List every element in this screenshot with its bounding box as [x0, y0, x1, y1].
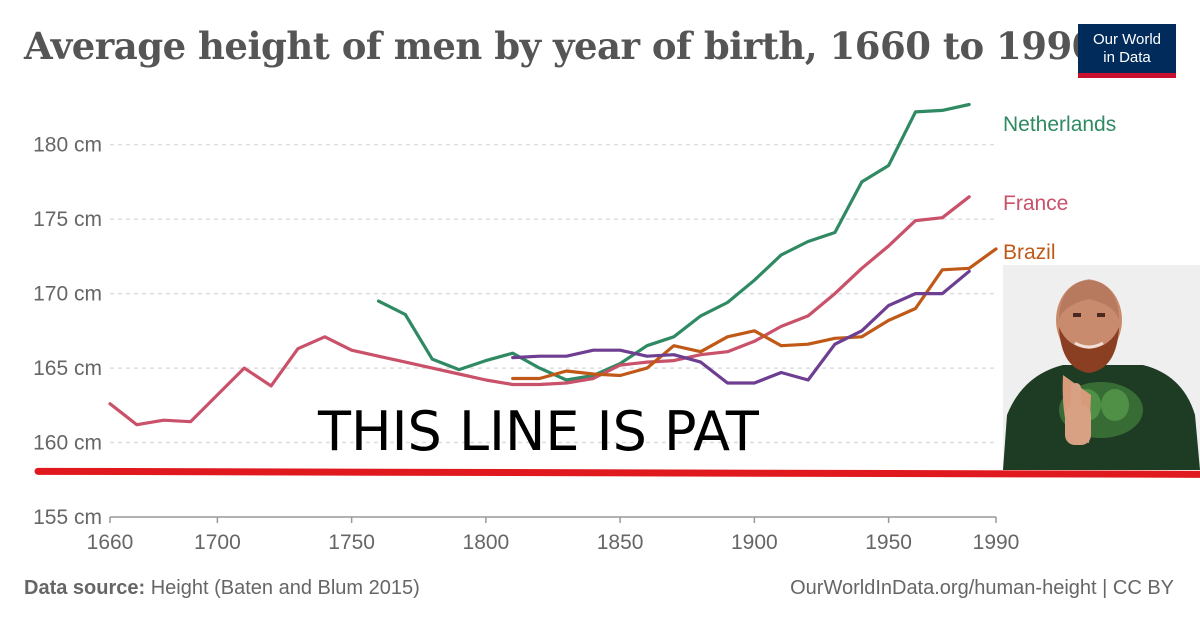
series-line-brazil[interactable]: [511, 247, 998, 381]
series-line-china[interactable]: [511, 269, 971, 385]
y-tick-label: 160 cm: [33, 432, 102, 455]
data-source-text: Height (Baten and Blum 2015): [150, 577, 420, 599]
annotation-caption: THIS LINE IS PAT: [318, 400, 759, 463]
logo-line-1: Our World: [1092, 31, 1162, 48]
x-tick-label: 1950: [865, 531, 912, 554]
x-tick-label: 1700: [194, 531, 241, 554]
x-tick-label: 1750: [328, 531, 375, 554]
x-tick-label: 1660: [87, 531, 134, 554]
data-source: Data source: Height (Baten and Blum 2015…: [24, 577, 420, 600]
series-labels: NetherlandsFranceBrazilChina: [1003, 113, 1116, 290]
grid-lines: [110, 143, 996, 444]
x-tick-label: 1850: [597, 531, 644, 554]
logo-line-2: in Data: [1103, 49, 1151, 66]
series-line-france[interactable]: [108, 195, 971, 427]
person-photo: [1003, 265, 1200, 470]
y-tick-label: 180 cm: [33, 134, 102, 157]
series-line-netherlands[interactable]: [376, 102, 971, 382]
x-axis: 1660 1700 1750 1800 1850 1900 1950 1990: [87, 516, 1020, 554]
series-label-netherlands: Netherlands: [1003, 113, 1116, 136]
x-tick-label: 1990: [973, 531, 1020, 554]
annotation-red-line: [34, 467, 1200, 478]
x-tick-label: 1800: [463, 531, 510, 554]
series-lines: [108, 102, 998, 427]
y-axis-ticks: 155 cm 160 cm 165 cm 170 cm 175 cm 180 cm: [33, 134, 102, 529]
series-label-france: France: [1003, 192, 1068, 215]
y-tick-label: 165 cm: [33, 357, 102, 380]
source-url[interactable]: OurWorldInData.org/human-height | CC BY: [790, 577, 1174, 599]
owid-logo[interactable]: Our World in Data: [1078, 24, 1176, 78]
y-tick-label: 155 cm: [33, 506, 102, 529]
y-tick-label: 175 cm: [33, 208, 102, 231]
x-tick-label: 1900: [731, 531, 778, 554]
series-label-brazil: Brazil: [1003, 241, 1056, 264]
y-tick-label: 170 cm: [33, 283, 102, 306]
chart-title: Average height of men by year of birth, …: [24, 24, 1097, 68]
data-source-label: Data source:: [24, 577, 146, 599]
